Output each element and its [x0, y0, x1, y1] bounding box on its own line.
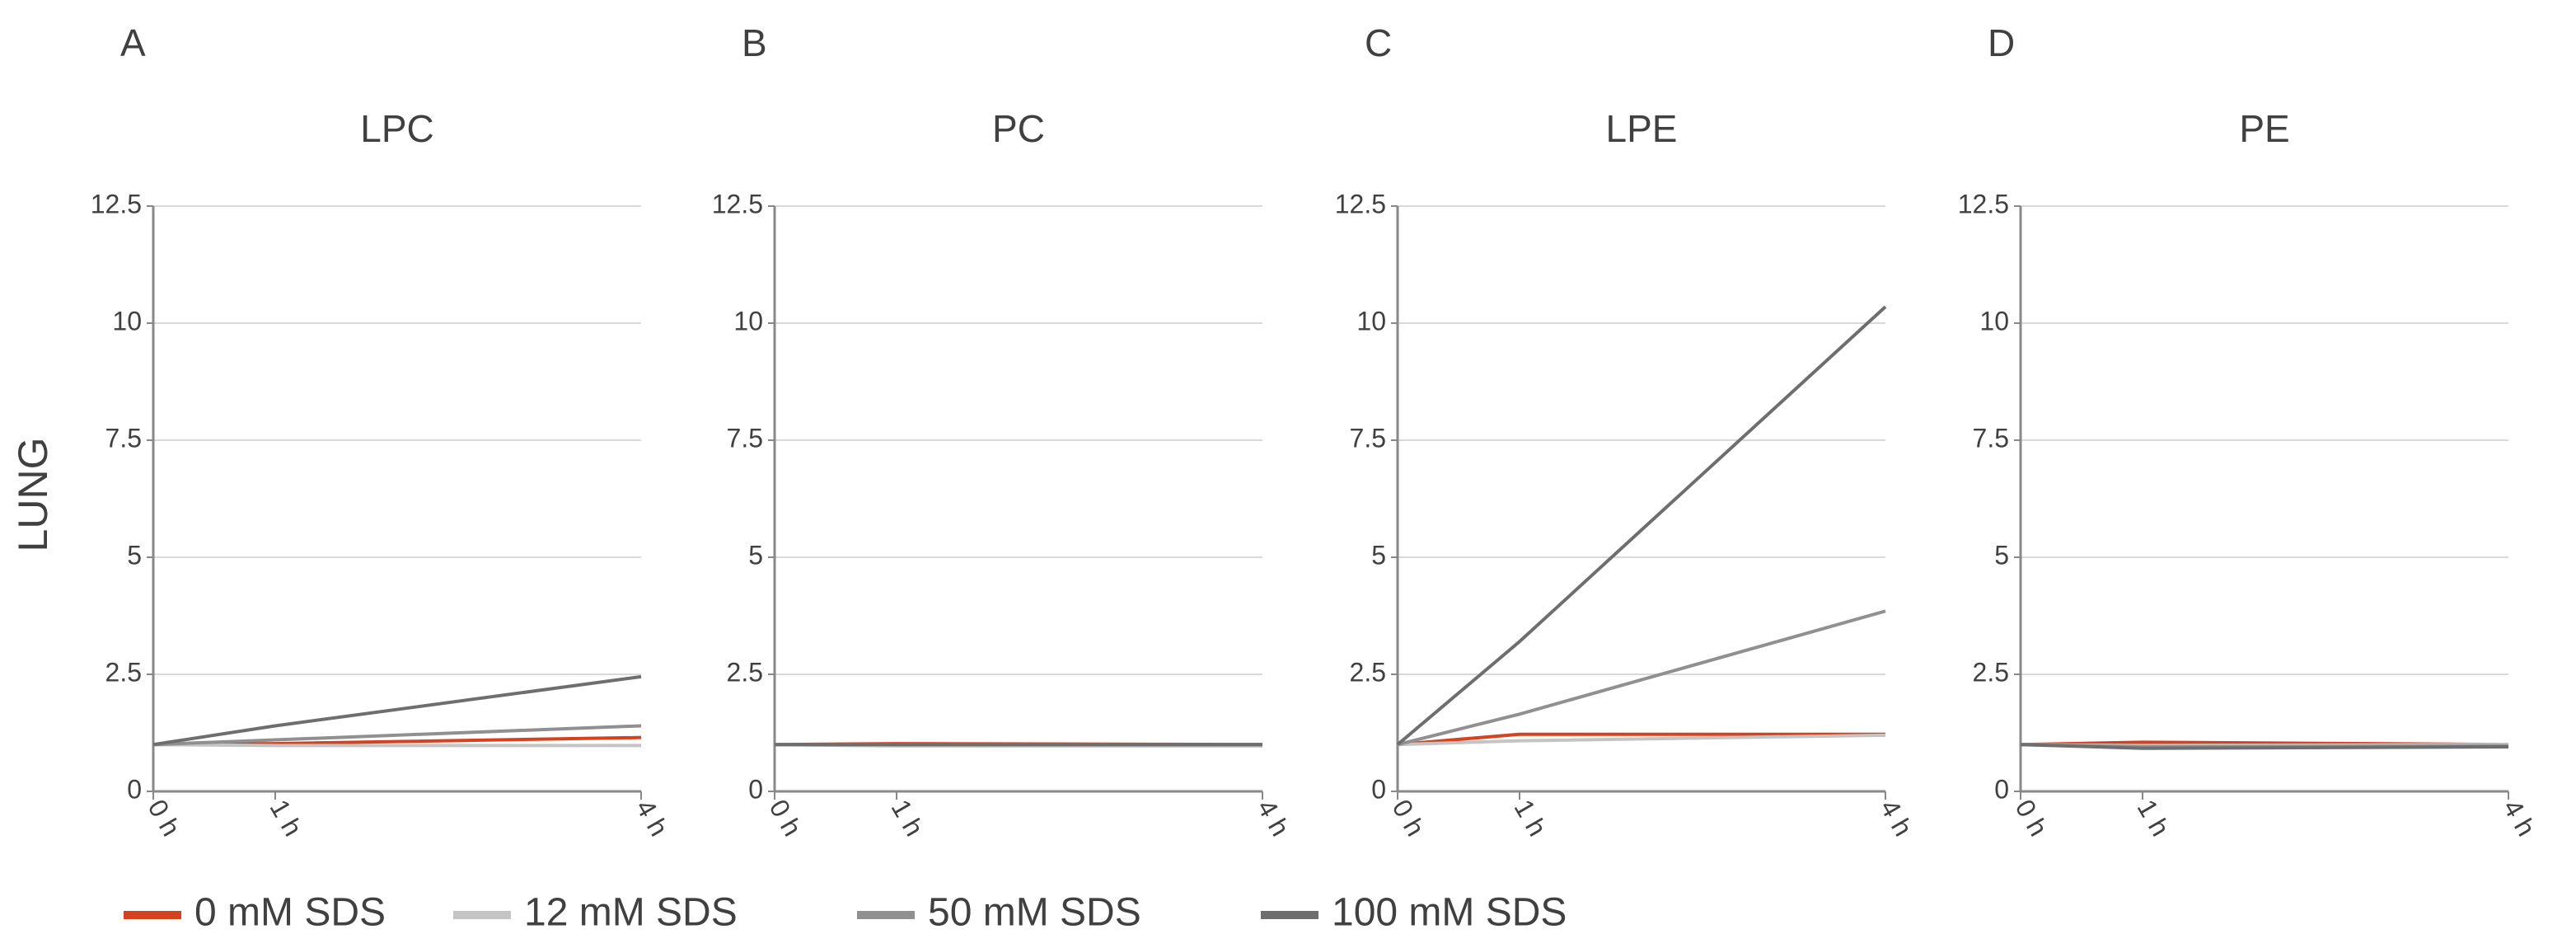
- chart-title: PC: [992, 107, 1045, 150]
- y-tick-label: 2.5: [1350, 657, 1386, 687]
- y-tick-label: 10: [1356, 306, 1386, 336]
- x-tick-label: 1 h: [1509, 795, 1553, 842]
- panel-letter: A: [120, 21, 146, 64]
- y-tick-label: 2.5: [727, 657, 763, 687]
- y-tick-label: 0: [748, 774, 763, 804]
- y-tick-label: 12.5: [91, 189, 142, 218]
- y-tick-label: 5: [748, 540, 763, 570]
- y-tick-label: 5: [1994, 540, 2009, 570]
- y-tick-label: 0: [1994, 774, 2009, 804]
- y-tick-label: 2.5: [1973, 657, 2009, 687]
- chart-title: LPE: [1606, 107, 1678, 150]
- chart-title: PE: [2239, 107, 2289, 150]
- y-tick-label: 7.5: [1350, 423, 1386, 453]
- y-tick-label: 12.5: [712, 189, 763, 218]
- y-tick-label: 7.5: [727, 423, 763, 453]
- series-line: [152, 724, 642, 747]
- x-tick-label: 4 h: [1252, 795, 1295, 842]
- panel-letter: C: [1365, 21, 1392, 64]
- x-tick-label: 0 h: [1387, 795, 1431, 842]
- y-axis-label: LUNG: [10, 438, 56, 552]
- x-tick-label: 1 h: [265, 795, 308, 842]
- x-tick-label: 0 h: [2010, 795, 2054, 842]
- y-tick-label: 7.5: [105, 423, 142, 453]
- y-tick-label: 5: [127, 540, 142, 570]
- series-line: [1397, 732, 1885, 747]
- x-tick-label: 0 h: [143, 795, 186, 842]
- legend-label: 50 mM SDS: [928, 891, 1141, 935]
- series-line: [2020, 743, 2509, 750]
- y-tick-label: 10: [1979, 306, 2009, 336]
- x-tick-label: 4 h: [2498, 795, 2541, 842]
- panel-letter: D: [1988, 21, 2015, 64]
- y-tick-label: 10: [112, 306, 142, 336]
- chart-title: LPC: [360, 107, 433, 150]
- x-tick-label: 0 h: [764, 795, 808, 842]
- y-tick-label: 0: [1371, 774, 1386, 804]
- series-line: [152, 743, 641, 748]
- x-tick-label: 1 h: [2132, 795, 2176, 842]
- y-tick-label: 0: [127, 774, 142, 804]
- legend-label: 100 mM SDS: [1332, 891, 1567, 935]
- y-tick-label: 12.5: [1335, 189, 1386, 218]
- legend-label: 12 mM SDS: [524, 891, 738, 935]
- series-line: [1397, 609, 1886, 747]
- panel-letter: B: [742, 21, 767, 64]
- series-line: [1396, 305, 1887, 746]
- y-tick-label: 12.5: [1958, 189, 2009, 218]
- x-tick-label: 4 h: [1875, 795, 1918, 842]
- series-line: [1397, 733, 1886, 747]
- y-tick-label: 7.5: [1973, 423, 2009, 453]
- x-tick-label: 4 h: [630, 795, 674, 842]
- series-line: [152, 674, 642, 747]
- y-tick-label: 10: [733, 306, 763, 336]
- y-tick-label: 2.5: [105, 657, 142, 687]
- y-tick-label: 5: [1371, 540, 1386, 570]
- x-tick-label: 1 h: [886, 795, 930, 842]
- legend-label: 0 mM SDS: [194, 891, 386, 935]
